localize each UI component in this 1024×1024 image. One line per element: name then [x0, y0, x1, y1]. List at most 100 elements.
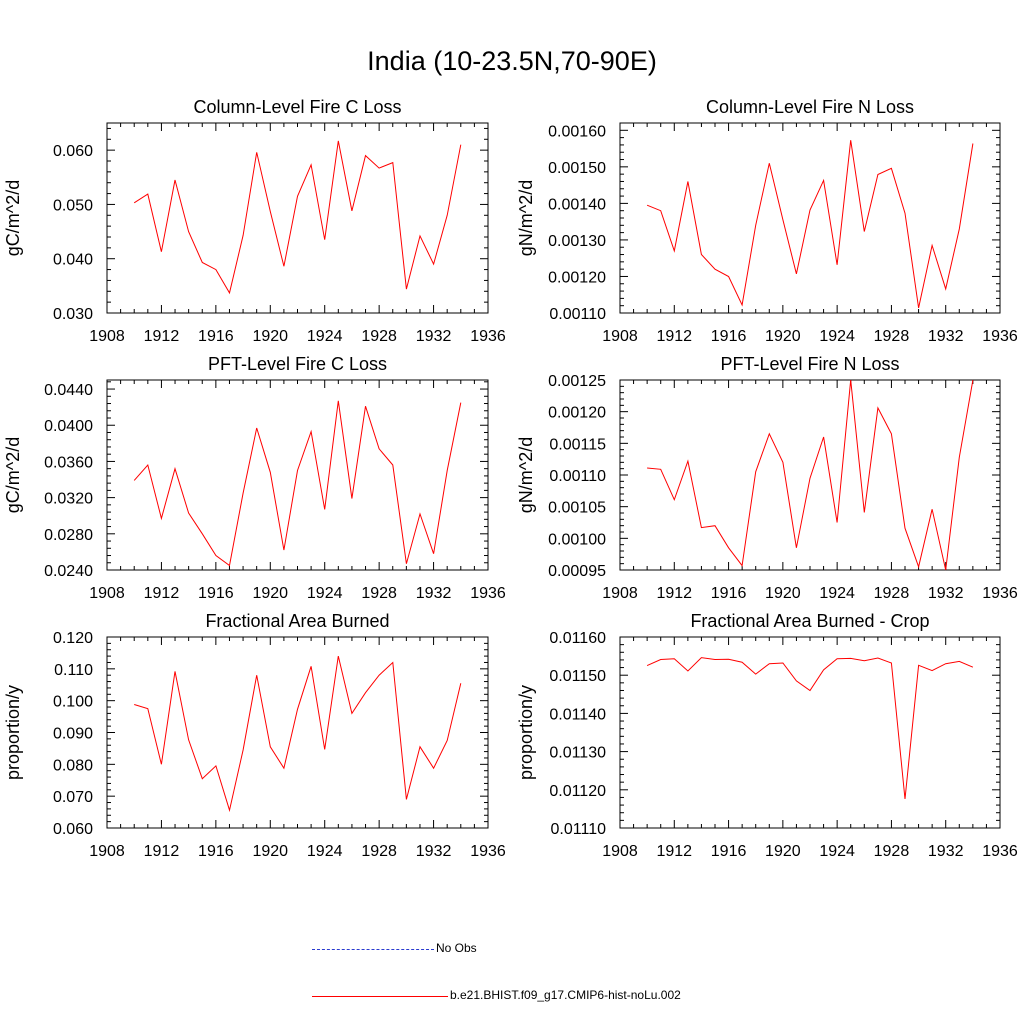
- x-tick-label: 1924: [307, 843, 343, 860]
- y-tick-label: 0.00130: [548, 233, 606, 250]
- y-tick-label: 0.01110: [551, 821, 607, 838]
- y-tick-label: 0.060: [53, 143, 93, 160]
- x-tick-label: 1908: [89, 843, 125, 860]
- y-tick-label: 0.070: [53, 789, 93, 806]
- x-tick-label: 1908: [89, 328, 125, 345]
- figure-title: India (10-23.5N,70-90E): [367, 46, 657, 76]
- x-tick-label: 1928: [361, 843, 397, 860]
- series-line: [646, 657, 974, 800]
- x-tick-label: 1916: [198, 585, 234, 602]
- x-tick-label: 1916: [198, 328, 234, 345]
- y-tick-label: 0.00110: [549, 306, 606, 323]
- x-tick-label: 1908: [602, 585, 638, 602]
- y-tick-label: 0.080: [53, 757, 93, 774]
- y-tick-label: 0.00095: [548, 563, 606, 580]
- x-tick-label: 1936: [470, 328, 506, 345]
- y-tick-label: 0.01160: [549, 630, 606, 647]
- y-tick-label: 0.00125: [548, 373, 606, 390]
- x-tick-label: 1920: [252, 843, 288, 860]
- x-tick-label: 1920: [252, 328, 288, 345]
- x-tick-label: 1924: [819, 585, 855, 602]
- x-tick-label: 1920: [765, 585, 801, 602]
- y-tick-label: 0.0400: [44, 418, 93, 435]
- x-tick-label: 1920: [765, 843, 801, 860]
- x-tick-label: 1924: [819, 843, 855, 860]
- y-tick-label: 0.00100: [548, 531, 606, 548]
- chart-panel: 1908 1912 1916 1920 1924 1928 1932 1936 0.0240 0.…: [3, 354, 506, 602]
- x-tick-label: 1924: [307, 328, 343, 345]
- y-tick-label: 0.040: [53, 252, 93, 269]
- x-tick-label: 1932: [928, 843, 964, 860]
- x-tick-label: 1932: [928, 585, 964, 602]
- x-tick-label: 1912: [656, 328, 692, 345]
- y-axis-label: gC/m^2/d: [3, 180, 23, 256]
- y-tick-label: 0.0320: [44, 491, 93, 508]
- x-tick-label: 1932: [416, 585, 452, 602]
- legend-label-obs: No Obs: [436, 941, 477, 955]
- y-tick-label: 0.0360: [44, 454, 93, 471]
- legend-entry-obs: No Obs: [312, 940, 812, 960]
- y-axis-label: proportion/y: [3, 685, 23, 780]
- plot-frame: [619, 636, 1001, 829]
- x-tick-label: 1928: [361, 328, 397, 345]
- panel-title: PFT-Level Fire C Loss: [208, 354, 387, 374]
- panel-title: Column-Level Fire N Loss: [706, 97, 914, 117]
- x-tick-label: 1924: [819, 328, 855, 345]
- y-tick-label: 0.01140: [549, 706, 606, 723]
- panel-title: PFT-Level Fire N Loss: [720, 354, 899, 374]
- y-tick-label: 0.0240: [44, 563, 93, 580]
- y-tick-label: 0.00110: [549, 468, 606, 485]
- y-tick-label: 0.01120: [549, 783, 606, 800]
- x-tick-label: 1932: [928, 328, 964, 345]
- x-tick-label: 1912: [144, 843, 180, 860]
- x-tick-label: 1928: [361, 585, 397, 602]
- plot-frame: [106, 636, 489, 829]
- series-line: [646, 140, 974, 309]
- x-tick-label: 1912: [144, 328, 180, 345]
- legend-entry-model: b.e21.BHIST.f09_g17.CMIP6-hist-noLu.002: [312, 987, 812, 1007]
- x-tick-label: 1908: [89, 585, 125, 602]
- y-tick-label: 0.030: [53, 306, 93, 323]
- x-tick-label: 1936: [470, 585, 506, 602]
- x-tick-label: 1916: [711, 843, 747, 860]
- y-tick-label: 0.00160: [548, 123, 606, 140]
- y-axis-label: proportion/y: [516, 685, 536, 780]
- y-tick-label: 0.0280: [44, 527, 93, 544]
- x-tick-label: 1920: [252, 585, 288, 602]
- chart-panel: 1908 1912 1916 1920 1924 1928 1932 1936 0.060 0.0…: [3, 611, 506, 860]
- x-tick-label: 1916: [711, 585, 747, 602]
- x-tick-label: 1916: [711, 328, 747, 345]
- y-tick-label: 0.100: [53, 694, 93, 711]
- chart-panel: 1908 1912 1916 1920 1924 1928 1932 1936 0.01110 0…: [516, 611, 1018, 860]
- x-tick-label: 1936: [470, 843, 506, 860]
- x-tick-label: 1908: [602, 328, 638, 345]
- series-line: [133, 400, 462, 567]
- x-tick-label: 1932: [416, 843, 452, 860]
- x-tick-label: 1908: [602, 843, 638, 860]
- y-tick-label: 0.00150: [548, 160, 606, 177]
- y-tick-label: 0.00120: [548, 405, 606, 422]
- panel-title: Fractional Area Burned: [205, 611, 389, 631]
- y-tick-label: 0.00105: [548, 500, 606, 517]
- x-tick-label: 1924: [307, 585, 343, 602]
- series-line: [133, 140, 462, 295]
- y-axis-label: gN/m^2/d: [516, 180, 536, 256]
- x-tick-label: 1912: [656, 843, 692, 860]
- x-tick-label: 1932: [416, 328, 452, 345]
- y-tick-label: 0.01150: [549, 668, 606, 685]
- x-tick-label: 1928: [874, 585, 910, 602]
- plot-frame: [619, 379, 1001, 571]
- plot-frame: [106, 379, 489, 571]
- series-line: [647, 379, 974, 571]
- y-tick-label: 0.01130: [549, 745, 606, 762]
- panel-title: Fractional Area Burned - Crop: [690, 611, 929, 631]
- x-tick-label: 1912: [144, 585, 180, 602]
- x-tick-label: 1936: [982, 843, 1018, 860]
- y-axis-label: gC/m^2/d: [3, 437, 23, 513]
- y-tick-label: 0.060: [53, 821, 93, 838]
- plot-frame: [106, 122, 489, 314]
- y-tick-label: 0.00140: [548, 196, 606, 213]
- legend-line-model: [312, 996, 448, 997]
- panel-title: Column-Level Fire C Loss: [193, 97, 401, 117]
